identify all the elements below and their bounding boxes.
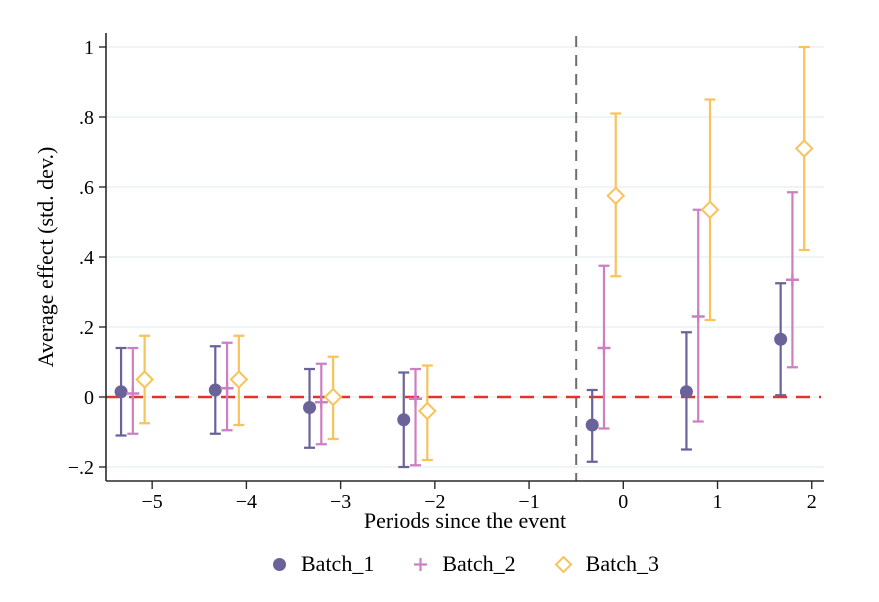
estimate-marker-diamond <box>417 401 437 421</box>
estimate-marker-circle <box>114 385 128 399</box>
x-tick-label: −4 <box>236 491 257 513</box>
open-diamond-icon <box>554 555 573 573</box>
estimate-marker-diamond <box>229 370 249 389</box>
x-tick-label: −1 <box>518 491 539 513</box>
estimate-marker-plus <box>126 387 140 400</box>
estimate-marker-plus <box>314 395 328 409</box>
x-tick-label: 2 <box>807 491 817 513</box>
estimate-marker-diamond <box>135 370 155 389</box>
x-tick-label: −5 <box>142 491 163 513</box>
y-tick-label: −.2 <box>68 457 94 479</box>
y-tick-label: .8 <box>79 107 94 129</box>
y-tick-label: .6 <box>79 177 94 199</box>
legend-item-batch2: Batch_2 <box>412 551 516 577</box>
y-axis-title: Average effect (std. dev.) <box>33 146 58 368</box>
legend-label: Batch_3 <box>585 551 659 576</box>
estimate-marker-diamond <box>700 200 720 220</box>
legend-item-batch1: Batch_1 <box>271 551 374 577</box>
x-tick-label: 1 <box>713 491 723 513</box>
estimate-marker-diamond <box>606 186 626 206</box>
x-tick-label: −2 <box>424 491 445 513</box>
legend-label: Batch_2 <box>442 551 516 576</box>
estimate-marker-circle <box>303 401 317 414</box>
estimate-marker-plus <box>785 273 799 287</box>
y-tick-label: 1 <box>84 37 94 59</box>
legend-item-batch3: Batch_3 <box>554 551 659 577</box>
estimate-marker-circle <box>774 332 788 346</box>
estimate-marker-plus <box>220 381 234 395</box>
plus-icon <box>414 557 428 571</box>
estimate-marker-diamond <box>794 139 814 158</box>
x-tick-label: −3 <box>330 491 351 513</box>
estimate-marker-plus <box>691 310 705 323</box>
confidence-interval-bar <box>410 367 422 467</box>
estimate-marker-circle <box>585 418 599 432</box>
legend: Batch_1 Batch_2 Batch_3 <box>271 551 659 577</box>
legend-label: Batch_1 <box>301 551 375 576</box>
estimate-marker-plus <box>409 392 423 406</box>
x-axis-title: Periods since the event <box>363 508 567 533</box>
estimate-marker-plus <box>597 341 611 355</box>
estimate-marker-diamond <box>323 387 343 407</box>
estimate-marker-circle <box>208 383 222 397</box>
estimate-marker-circle <box>679 385 693 399</box>
estimate-marker-circle <box>397 413 411 427</box>
y-tick-label: 0 <box>84 387 94 409</box>
x-tick-label: 0 <box>618 491 628 513</box>
filled-circle-icon <box>273 557 287 571</box>
y-tick-label: .4 <box>79 247 94 269</box>
y-tick-label: .2 <box>79 317 94 339</box>
